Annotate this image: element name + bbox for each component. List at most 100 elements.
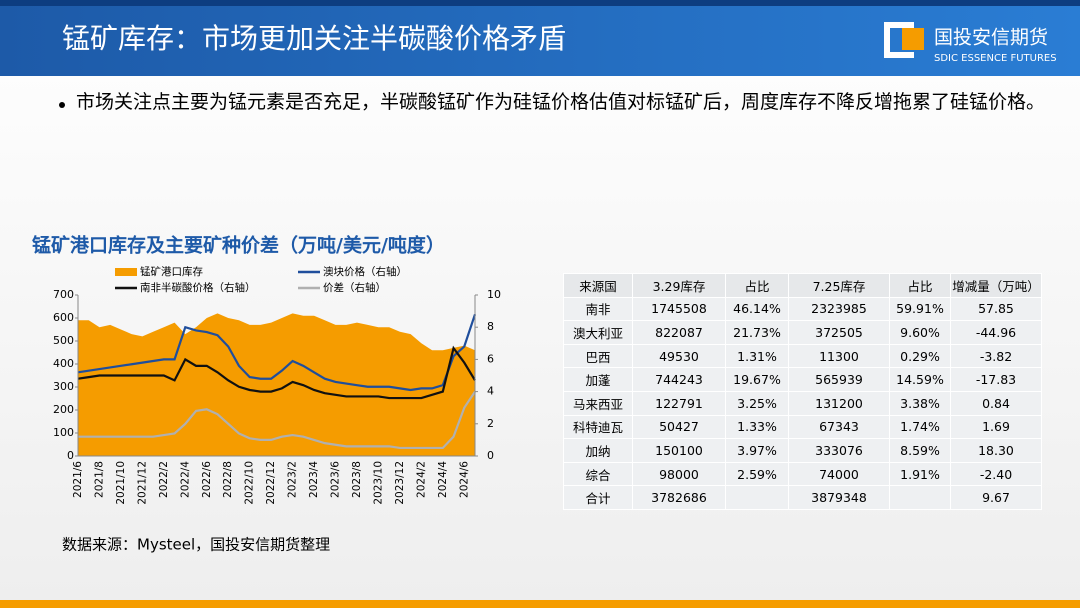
table-row: 南非 1745508 46.14% 2323985 59.91% 57.85: [563, 296, 1042, 322]
table-cell: 8.59%: [889, 438, 951, 463]
table-cell: 0.84: [950, 390, 1042, 416]
table-cell: 21.73%: [725, 320, 789, 345]
table-cell: 占比: [725, 273, 789, 298]
legend-label: 澳块价格（右轴）: [323, 265, 407, 278]
table-cell: 150100: [632, 438, 726, 463]
table-cell: 来源国: [563, 273, 633, 298]
table-cell: 50427: [632, 414, 726, 440]
x-tick-label: 2022/12: [265, 461, 277, 505]
table-cell: -17.83: [950, 367, 1042, 392]
table-cell: 744243: [632, 367, 726, 392]
table-cell: 0.29%: [889, 343, 951, 369]
x-tick-label: 2022/4: [179, 461, 191, 498]
legend-swatch: [115, 268, 137, 276]
table-cell: 3.29库存: [632, 273, 726, 298]
x-tick-label: 2023/2: [287, 461, 299, 498]
bullet-box: 市场关注点主要为锰元素是否充足，半碳酸锰矿作为硅锰价格估值对标锰矿后，周度库存不…: [76, 91, 1045, 113]
legend-label: 价差（右轴）: [323, 281, 386, 294]
y-tick-label: 700: [53, 288, 74, 301]
table-cell: 11300: [788, 343, 890, 369]
data-table: 来源国 3.29库存 占比 7.25库存 占比 增减量（万吨） 南非 1745508 46.14…: [563, 273, 1042, 510]
logo-icon-fill: [902, 28, 924, 50]
table-cell: -44.96: [950, 320, 1042, 345]
table-cell: 333076: [788, 438, 890, 463]
table-cell: 14.59%: [889, 367, 951, 392]
price-line: [77, 345, 476, 400]
table-cell: 74000: [788, 461, 890, 487]
y2-tick-label: 6: [487, 352, 494, 365]
table-cell: 巴西: [563, 343, 633, 369]
table-cell: 增减量（万吨）: [950, 273, 1042, 298]
y-tick-label: 100: [53, 426, 74, 439]
table-cell: 9.67: [950, 485, 1042, 510]
table-cell: 19.67%: [725, 367, 789, 392]
table-cell: 综合: [563, 461, 633, 487]
table-cell: [725, 485, 789, 510]
table-cell: 3782686: [632, 485, 726, 510]
table-row: 合计 3782686 3879348 9.67: [563, 485, 1042, 510]
table-cell: 49530: [632, 343, 726, 369]
table-cell: 3.38%: [889, 390, 951, 416]
legend-label: 锰矿港口库存: [140, 265, 203, 278]
table-cell: 7.25库存: [788, 273, 890, 298]
x-tick-label: 2024/4: [437, 461, 449, 498]
footer-bar: [0, 600, 1080, 608]
x-tick-label: 2022/6: [201, 461, 213, 498]
table-cell: 加纳: [563, 438, 633, 463]
x-tick-label: 2021/6: [72, 461, 84, 498]
x-tick-label: 2024/2: [415, 461, 427, 498]
source: 数据来源：Mysteel，国投安信期货整理: [62, 536, 330, 554]
table-cell: 57.85: [950, 296, 1042, 322]
y2-tick-label: 0: [487, 449, 494, 462]
table-cell: [889, 485, 951, 510]
table-cell: 科特迪瓦: [563, 414, 633, 440]
y2-tick-label: 2: [487, 417, 494, 430]
x-tick-label: 2023/12: [394, 461, 406, 505]
x-tick-label: 2021/10: [115, 461, 127, 505]
table-cell: 46.14%: [725, 296, 789, 322]
table-cell: 占比: [889, 273, 951, 298]
table-cell: -3.82: [950, 343, 1042, 369]
legend-label: 南非半碳酸价格（右轴）: [140, 281, 256, 294]
x-tick-label: 2022/10: [244, 461, 256, 505]
y-tick-label: 400: [53, 357, 74, 370]
y-tick-label: 0: [67, 449, 74, 462]
y-tick-label: 300: [53, 380, 74, 393]
table-cell: 18.30: [950, 438, 1042, 463]
table-row: 澳大利亚 822087 21.73% 372505 9.60% -44.96: [563, 320, 1042, 345]
y-tick-label: 600: [53, 311, 74, 324]
table-cell: 加蓬: [563, 367, 633, 392]
table-cell: 1.33%: [725, 414, 789, 440]
x-tick-label: 2023/4: [308, 461, 320, 498]
table-cell: 565939: [788, 367, 890, 392]
bullet-dot: [59, 102, 65, 108]
table-row: 综合 98000 2.59% 74000 1.91% -2.40: [563, 461, 1042, 487]
logo-icon: [884, 22, 914, 58]
x-tick-label: 2021/8: [93, 461, 105, 498]
chart-title: 锰矿港口库存及主要矿种价差（万吨/美元/吨度）: [32, 234, 445, 257]
table-cell: -2.40: [950, 461, 1042, 487]
table-cell: 131200: [788, 390, 890, 416]
table-cell: 1745508: [632, 296, 726, 322]
x-tick-label: 2021/12: [136, 461, 148, 505]
table-cell: 3.97%: [725, 438, 789, 463]
x-tick-label: 2022/8: [222, 461, 234, 498]
table-row: 加蓬 744243 19.67% 565939 14.59% -17.83: [563, 367, 1042, 392]
y2-tick-label: 10: [487, 288, 501, 301]
table-cell: 1.31%: [725, 343, 789, 369]
x-tick-label: 2023/10: [372, 461, 384, 505]
table-cell: 马来西亚: [563, 390, 633, 416]
table-cell: 67343: [788, 414, 890, 440]
table-cell: 3.25%: [725, 390, 789, 416]
table-row: 科特迪瓦 50427 1.33% 67343 1.74% 1.69: [563, 414, 1042, 440]
header-bar: [0, 0, 1080, 76]
x-tick-label: 2023/8: [351, 461, 363, 498]
logo-en: SDIC ESSENCE FUTURES: [934, 53, 1057, 64]
y2-tick-label: 8: [487, 320, 494, 333]
slide-title: 锰矿库存：市场更加关注半碳酸价格矛盾: [62, 22, 566, 55]
table-row: 马来西亚 122791 3.25% 131200 3.38% 0.84: [563, 390, 1042, 416]
table-cell: 3879348: [788, 485, 890, 510]
table-cell: 1.69: [950, 414, 1042, 440]
